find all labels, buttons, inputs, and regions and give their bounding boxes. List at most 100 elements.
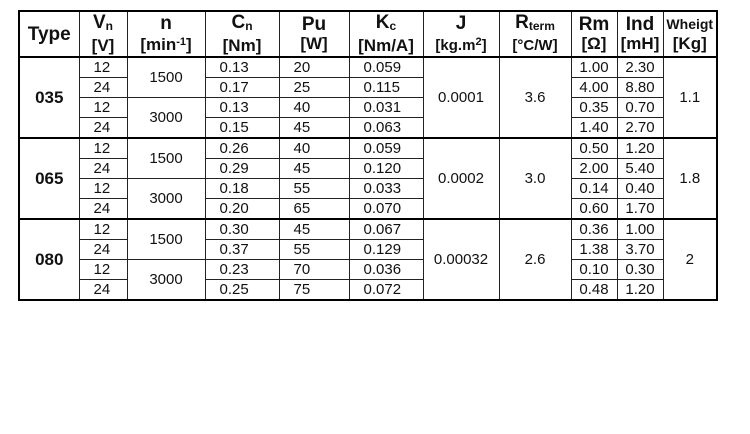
motor-spec-table: Type Vn [V] n [min-1] Cn [Nm] Pu [W] Kc … [18,10,718,301]
cn-cell: 0.20 [204,198,280,220]
table-row: 065 12 1500 0.26 40 0.059 0.0002 3.0 0.5… [18,137,718,220]
rm-cell: 0.14 [570,178,618,199]
vn-cell: 24 [78,117,128,139]
pu-cell: 45 [278,218,350,240]
cn-cell: 0.18 [204,178,280,199]
ind-cell: 5.40 [616,158,664,179]
vn-cell: 12 [78,56,128,78]
weight-cell: 1.1 [662,56,718,139]
pu-cell: 45 [278,117,350,139]
table-row: 12 3000 0.13 40 0.031 0.35 0.70 [19,97,717,139]
cn-cell: 0.13 [204,97,280,118]
vn-cell: 24 [78,77,128,98]
ind-cell: 1.20 [616,279,664,301]
pu-cell: 65 [278,198,350,220]
rm-cell: 2.00 [570,158,618,179]
weight-cell: 1.8 [662,137,718,220]
header-j: J [kg.m2] [422,10,500,58]
ind-cell: 2.70 [616,117,664,139]
rterm-cell: 2.6 [498,218,572,301]
inertia-cell: 0.00032 [422,218,500,301]
header-n: n [min-1] [126,10,206,58]
rterm-cell: 3.6 [498,56,572,139]
kc-cell: 0.059 [348,56,424,78]
table-row: 24 0.37 55 0.129 1.38 3.70 [19,239,717,260]
ind-cell: 0.30 [616,259,664,280]
kc-cell: 0.070 [348,198,424,220]
pu-cell: 55 [278,178,350,199]
kc-cell: 0.059 [348,137,424,159]
kc-cell: 0.036 [348,259,424,280]
header-cn: Cn [Nm] [204,10,280,58]
vn-cell: 24 [78,158,128,179]
table-row: 24 0.25 75 0.072 0.48 1.20 [19,279,717,301]
pu-cell: 70 [278,259,350,280]
rm-cell: 1.38 [570,239,618,260]
vn-cell: 24 [78,279,128,301]
pu-cell: 40 [278,97,350,118]
cn-cell: 0.23 [204,259,280,280]
table-row: 24 0.20 65 0.070 0.60 1.70 [19,198,717,220]
pu-cell: 20 [278,56,350,78]
vn-cell: 24 [78,198,128,220]
cn-cell: 0.15 [204,117,280,139]
header-type: Type [18,10,80,58]
cn-cell: 0.25 [204,279,280,301]
rm-cell: 0.60 [570,198,618,220]
pu-cell: 75 [278,279,350,301]
rm-cell: 0.35 [570,97,618,118]
rm-cell: 0.48 [570,279,618,301]
table-row: 24 0.29 45 0.120 2.00 5.40 [19,158,717,179]
weight-cell: 2 [662,218,718,301]
cn-cell: 0.26 [204,137,280,159]
speed-cell: 3000 [126,259,206,301]
cn-cell: 0.17 [204,77,280,98]
table-row: 24 0.15 45 0.063 1.40 2.70 [19,117,717,139]
header-vn: Vn [V] [78,10,128,58]
cn-cell: 0.29 [204,158,280,179]
cn-cell: 0.13 [204,56,280,78]
rm-cell: 0.36 [570,218,618,240]
pu-cell: 45 [278,158,350,179]
ind-cell: 0.40 [616,178,664,199]
header-pu: Pu [W] [278,10,350,58]
table-row: 24 0.17 25 0.115 4.00 8.80 [19,77,717,98]
header-weight: Wheigt [Kg] [662,10,718,58]
rterm-cell: 3.0 [498,137,572,220]
kc-cell: 0.031 [348,97,424,118]
spec-table-container: Type Vn [V] n [min-1] Cn [Nm] Pu [W] Kc … [18,10,718,301]
header-rm: Rm [Ω] [570,10,618,58]
type-cell: 065 [18,137,80,220]
vn-cell: 12 [78,218,128,240]
rm-cell: 4.00 [570,77,618,98]
cn-cell: 0.30 [204,218,280,240]
kc-cell: 0.129 [348,239,424,260]
rm-cell: 1.40 [570,117,618,139]
rm-cell: 0.10 [570,259,618,280]
pu-cell: 40 [278,137,350,159]
kc-cell: 0.063 [348,117,424,139]
kc-cell: 0.120 [348,158,424,179]
speed-cell: 1500 [126,218,206,260]
kc-cell: 0.033 [348,178,424,199]
kc-cell: 0.115 [348,77,424,98]
table-row: 12 3000 0.18 55 0.033 0.14 0.40 [19,178,717,220]
speed-cell: 1500 [126,56,206,98]
header-ind: Ind [mH] [616,10,664,58]
rm-cell: 0.50 [570,137,618,159]
kc-cell: 0.067 [348,218,424,240]
ind-cell: 1.00 [616,218,664,240]
speed-cell: 3000 [126,97,206,139]
ind-cell: 3.70 [616,239,664,260]
inertia-cell: 0.0002 [422,137,500,220]
type-cell: 080 [18,218,80,301]
header-row: Type Vn [V] n [min-1] Cn [Nm] Pu [W] Kc … [18,10,718,58]
kc-cell: 0.072 [348,279,424,301]
ind-cell: 2.30 [616,56,664,78]
cn-cell: 0.37 [204,239,280,260]
table-row: 12 3000 0.23 70 0.036 0.10 0.30 [19,259,717,301]
vn-cell: 12 [78,97,128,118]
header-rterm: Rterm [°C/W] [498,10,572,58]
rm-cell: 1.00 [570,56,618,78]
vn-cell: 12 [78,137,128,159]
